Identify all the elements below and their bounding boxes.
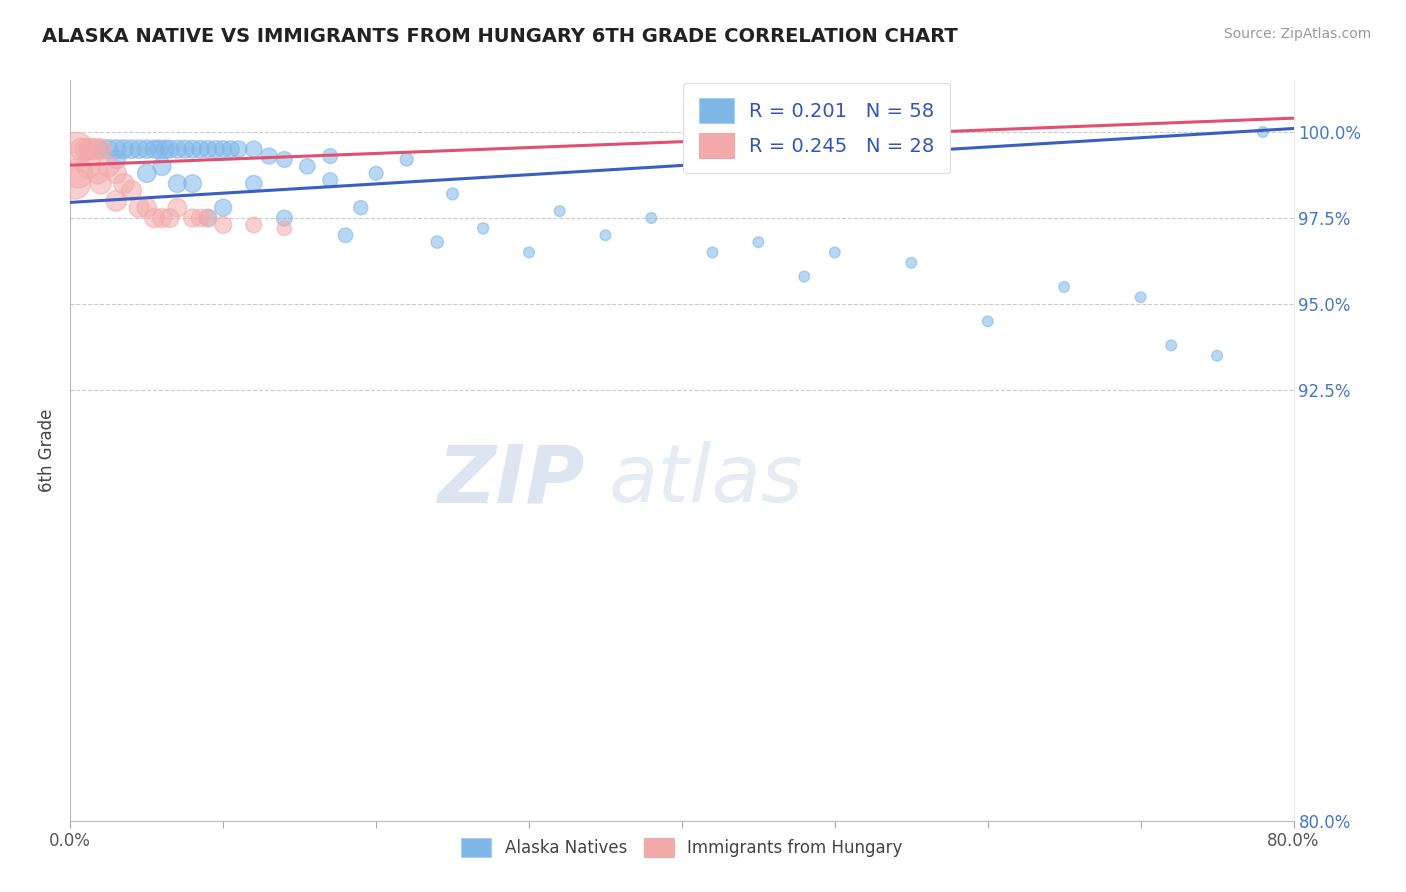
Point [1129, 290, 1152, 304]
Point [219, 142, 242, 156]
Point [517, 245, 540, 260]
Point [181, 177, 204, 191]
Point [75, 142, 97, 156]
Point [1206, 349, 1229, 363]
Point [87, 142, 110, 156]
Point [212, 218, 235, 232]
Point [335, 228, 357, 243]
Point [824, 245, 846, 260]
Point [181, 142, 204, 156]
Point [319, 149, 342, 163]
Point [273, 221, 295, 235]
Point [159, 211, 181, 225]
Point [128, 142, 150, 156]
Point [135, 166, 157, 180]
Point [976, 314, 998, 328]
Point [257, 149, 280, 163]
Point [702, 245, 724, 260]
Point [273, 211, 295, 225]
Point [77, 160, 100, 174]
Point [77, 142, 100, 156]
Point [105, 194, 128, 208]
Point [197, 142, 219, 156]
Point [148, 142, 170, 156]
Point [143, 211, 166, 225]
Point [243, 177, 266, 191]
Text: atlas: atlas [609, 441, 803, 519]
Point [87, 166, 110, 180]
Point [121, 184, 143, 198]
Point [243, 142, 266, 156]
Text: ALASKA NATIVE VS IMMIGRANTS FROM HUNGARY 6TH GRADE CORRELATION CHART: ALASKA NATIVE VS IMMIGRANTS FROM HUNGARY… [42, 27, 957, 45]
Point [548, 204, 571, 219]
Point [63, 177, 86, 191]
Point [900, 256, 922, 270]
Point [112, 177, 135, 191]
Point [319, 173, 342, 187]
Point [105, 153, 128, 167]
Point [150, 211, 173, 225]
Point [97, 142, 120, 156]
Y-axis label: 6th Grade: 6th Grade [38, 409, 56, 492]
Point [128, 201, 150, 215]
Point [65, 142, 87, 156]
Point [188, 142, 211, 156]
Point [153, 142, 176, 156]
Point [83, 142, 105, 156]
Point [150, 160, 173, 174]
Point [212, 201, 235, 215]
Text: Source: ZipAtlas.com: Source: ZipAtlas.com [1223, 27, 1371, 41]
Point [70, 142, 93, 156]
Point [90, 142, 112, 156]
Point [366, 166, 388, 180]
Point [1053, 280, 1076, 294]
Point [1160, 338, 1182, 352]
Point [640, 211, 662, 225]
Point [112, 142, 135, 156]
Point [174, 142, 197, 156]
Point [135, 142, 157, 156]
Point [747, 235, 769, 249]
Point [395, 153, 418, 167]
Point [66, 166, 89, 180]
Point [793, 269, 815, 284]
Point [79, 142, 101, 156]
Point [105, 166, 128, 180]
Point [135, 201, 157, 215]
Point [90, 177, 112, 191]
Point [197, 211, 219, 225]
Point [166, 142, 188, 156]
Point [472, 221, 495, 235]
Point [212, 142, 235, 156]
Point [105, 142, 128, 156]
Point [188, 211, 211, 225]
Point [441, 186, 464, 201]
Point [166, 177, 188, 191]
Point [297, 160, 319, 174]
Legend: Alaska Natives, Immigrants from Hungary: Alaska Natives, Immigrants from Hungary [454, 831, 910, 864]
Point [228, 142, 250, 156]
Point [595, 228, 617, 243]
Point [273, 153, 295, 167]
Point [181, 211, 204, 225]
Point [121, 142, 143, 156]
Point [143, 142, 166, 156]
Point [197, 211, 219, 225]
Point [243, 218, 266, 232]
Point [350, 201, 373, 215]
Point [1251, 125, 1274, 139]
Point [159, 142, 181, 156]
Text: ZIP: ZIP [437, 441, 583, 519]
Point [166, 201, 188, 215]
Point [204, 142, 226, 156]
Point [426, 235, 449, 249]
Point [97, 160, 120, 174]
